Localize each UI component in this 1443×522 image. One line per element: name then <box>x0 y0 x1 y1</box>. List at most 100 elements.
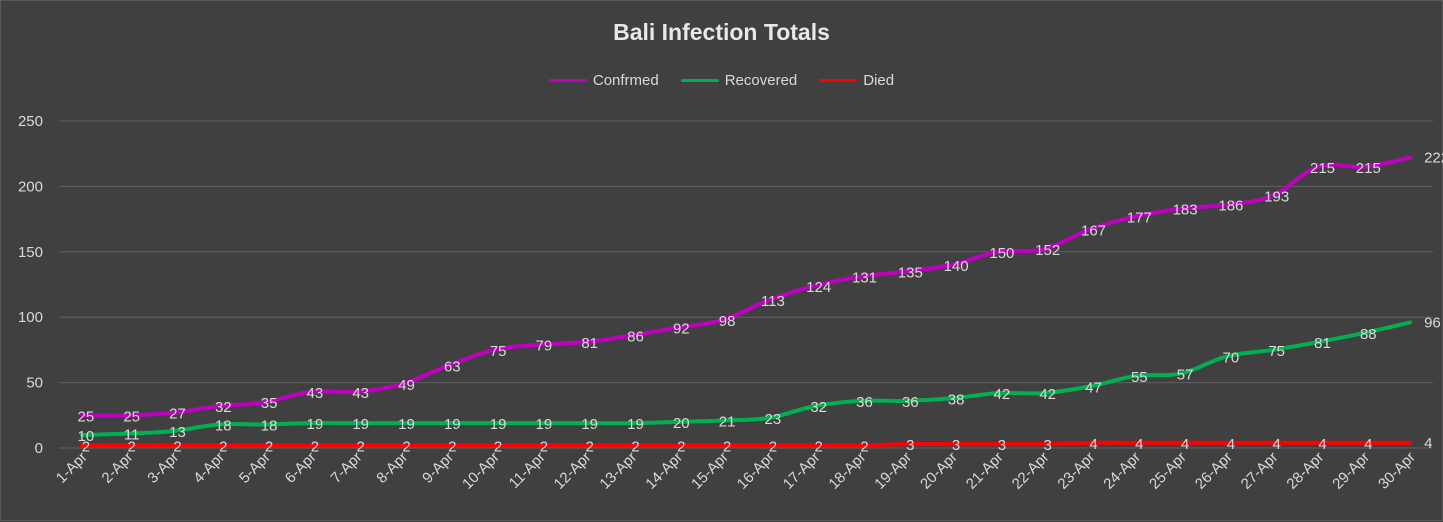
data-label-recovered-19-Apr: 36 <box>902 394 919 411</box>
data-label-recovered-9-Apr: 19 <box>444 416 461 433</box>
data-label-confirmed-9-Apr: 63 <box>444 359 461 376</box>
x-tick-label-21-Apr: 21-Apr <box>963 449 1007 493</box>
data-label-confirmed-4-Apr: 32 <box>215 399 232 416</box>
data-label-recovered-7-Apr: 19 <box>352 416 369 433</box>
y-tick-label-200: 200 <box>18 178 43 195</box>
data-label-recovered-8-Apr: 19 <box>398 416 415 433</box>
x-tick-label-30-Apr: 30-Apr <box>1375 449 1419 493</box>
data-label-confirmed-7-Apr: 43 <box>352 385 369 402</box>
data-label-recovered-11-Apr: 19 <box>536 416 553 433</box>
data-label-recovered-10-Apr: 19 <box>490 416 507 433</box>
series-line-recovered <box>79 320 1413 437</box>
data-label-recovered-20-Apr: 38 <box>948 391 965 408</box>
data-label-recovered-24-Apr: 55 <box>1131 369 1148 386</box>
data-label-died-3-Apr: 2 <box>173 438 181 455</box>
data-label-confirmed-11-Apr: 79 <box>536 338 553 355</box>
legend-item-confirmed: Confrmed <box>548 72 659 89</box>
x-tick-label-26-Apr: 26-Apr <box>1192 449 1236 493</box>
x-tick-label-19-Apr: 19-Apr <box>871 449 915 493</box>
data-label-confirmed-30-Apr: 222 <box>1424 150 1443 167</box>
data-label-confirmed-29-Apr: 215 <box>1356 160 1381 177</box>
data-label-recovered-16-Apr: 23 <box>765 411 782 428</box>
data-label-confirmed-12-Apr: 81 <box>581 335 598 352</box>
legend-item-recovered: Recovered <box>680 72 797 89</box>
data-label-confirmed-27-Apr: 193 <box>1264 189 1289 206</box>
data-label-died-7-Apr: 2 <box>357 438 365 455</box>
data-label-recovered-18-Apr: 36 <box>856 394 873 411</box>
x-tick-label-20-Apr: 20-Apr <box>917 449 961 493</box>
data-label-recovered-29-Apr: 88 <box>1360 326 1377 343</box>
data-label-died-15-Apr: 2 <box>723 438 731 455</box>
x-tick-label-29-Apr: 29-Apr <box>1329 449 1373 493</box>
data-label-recovered-12-Apr: 19 <box>581 416 598 433</box>
data-label-recovered-21-Apr: 42 <box>994 386 1011 403</box>
data-label-died-12-Apr: 2 <box>586 438 594 455</box>
legend-swatch-died <box>819 79 858 82</box>
data-label-confirmed-23-Apr: 167 <box>1081 223 1106 240</box>
legend-swatch-recovered <box>680 79 719 82</box>
data-label-recovered-22-Apr: 42 <box>1039 386 1056 403</box>
data-label-confirmed-20-Apr: 140 <box>944 258 969 275</box>
data-label-recovered-28-Apr: 81 <box>1314 335 1331 352</box>
data-label-recovered-6-Apr: 19 <box>307 416 324 433</box>
data-label-recovered-14-Apr: 20 <box>673 415 690 432</box>
data-label-confirmed-10-Apr: 75 <box>490 343 507 360</box>
data-label-died-8-Apr: 2 <box>402 438 410 455</box>
data-label-died-17-Apr: 2 <box>815 438 823 455</box>
data-label-died-11-Apr: 2 <box>540 438 548 455</box>
data-label-died-1-Apr: 2 <box>82 438 90 455</box>
data-label-died-14-Apr: 2 <box>677 438 685 455</box>
data-label-recovered-15-Apr: 21 <box>719 414 736 431</box>
data-label-died-2-Apr: 2 <box>128 438 136 455</box>
data-label-confirmed-5-Apr: 35 <box>261 395 278 412</box>
data-label-confirmed-25-Apr: 183 <box>1173 202 1198 219</box>
data-label-confirmed-26-Apr: 186 <box>1218 198 1243 215</box>
data-label-died-10-Apr: 2 <box>494 438 502 455</box>
data-label-died-5-Apr: 2 <box>265 438 273 455</box>
data-label-died-29-Apr: 4 <box>1364 436 1372 453</box>
chart-title: Bali Infection Totals <box>613 19 830 45</box>
chart-legend: Confrmed Recovered Died <box>1 72 1442 89</box>
data-label-died-16-Apr: 2 <box>769 438 777 455</box>
data-label-confirmed-28-Apr: 215 <box>1310 160 1335 177</box>
data-label-died-30-Apr: 4 <box>1424 435 1432 452</box>
data-label-recovered-4-Apr: 18 <box>215 417 232 434</box>
data-label-died-27-Apr: 4 <box>1273 436 1281 453</box>
y-tick-label-150: 150 <box>18 244 43 261</box>
data-label-recovered-17-Apr: 32 <box>810 399 827 416</box>
data-label-recovered-27-Apr: 75 <box>1268 343 1285 360</box>
legend-label-died: Died <box>863 72 895 89</box>
data-label-recovered-1-Apr: 10 <box>78 428 95 445</box>
data-label-recovered-5-Apr: 18 <box>261 417 278 434</box>
data-label-recovered-3-Apr: 13 <box>169 424 186 441</box>
data-label-confirmed-16-Apr: 113 <box>761 293 785 310</box>
legend-label-confirmed: Confrmed <box>592 72 659 89</box>
data-label-recovered-30-Apr: 96 <box>1424 314 1441 331</box>
data-label-recovered-26-Apr: 70 <box>1223 349 1240 366</box>
data-label-died-21-Apr: 3 <box>998 437 1006 454</box>
data-label-died-25-Apr: 4 <box>1181 436 1189 453</box>
legend-item-died: Died <box>819 72 894 89</box>
data-label-died-18-Apr: 2 <box>860 438 868 455</box>
y-tick-label-250: 250 <box>18 113 43 130</box>
data-label-recovered-2-Apr: 11 <box>124 427 140 444</box>
data-label-died-20-Apr: 3 <box>952 437 960 454</box>
y-tick-label-100: 100 <box>18 309 43 326</box>
data-label-died-22-Apr: 3 <box>1044 437 1052 454</box>
x-tick-label-22-Apr: 22-Apr <box>1009 449 1053 493</box>
data-label-died-24-Apr: 4 <box>1135 436 1143 453</box>
data-label-confirmed-3-Apr: 27 <box>169 406 186 423</box>
data-label-died-4-Apr: 2 <box>219 438 227 455</box>
data-label-died-28-Apr: 4 <box>1318 436 1326 453</box>
data-label-died-6-Apr: 2 <box>311 438 319 455</box>
x-tick-label-27-Apr: 27-Apr <box>1238 449 1282 493</box>
data-label-confirmed-6-Apr: 43 <box>307 385 324 402</box>
data-label-died-19-Apr: 3 <box>906 437 914 454</box>
data-label-confirmed-13-Apr: 86 <box>627 329 644 346</box>
data-label-recovered-13-Apr: 19 <box>627 416 644 433</box>
data-label-confirmed-21-Apr: 150 <box>989 245 1014 262</box>
data-label-died-9-Apr: 2 <box>448 438 456 455</box>
data-label-confirmed-18-Apr: 131 <box>852 270 877 287</box>
